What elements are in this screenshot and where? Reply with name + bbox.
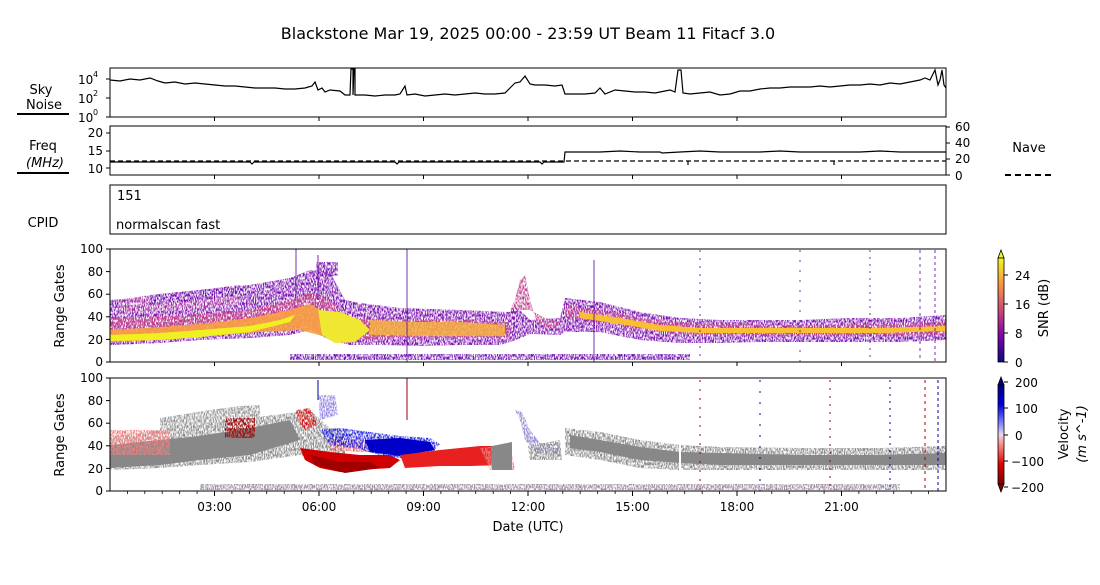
svg-text:2: 2 xyxy=(93,89,98,98)
svg-text:4: 4 xyxy=(93,70,98,79)
vel-cbar-tick: 0 xyxy=(1015,429,1023,443)
sky-noise-yticks: 10 4 10 2 10 0 xyxy=(78,70,110,125)
snr-ytick: 20 xyxy=(88,333,103,347)
vel-cbar-tick: 200 xyxy=(1015,376,1038,390)
vel-ytick: 40 xyxy=(88,439,103,453)
velocity-colorbar: 200 100 0 −100 −200 Velocity (m s^-1) xyxy=(997,375,1090,495)
vel-ytick: 60 xyxy=(88,416,103,430)
velocity-panel: Range Gates xyxy=(53,371,1090,535)
sky-noise-line xyxy=(109,68,947,97)
nave-ytick-20: 20 xyxy=(955,152,970,166)
x-tick-label: 21:00 xyxy=(824,500,859,514)
snr-cbar-tick: 16 xyxy=(1015,298,1030,312)
vel-cbar-tick: −200 xyxy=(1011,481,1044,495)
x-tick-label: 18:00 xyxy=(720,500,755,514)
nave-ytick-0: 0 xyxy=(955,169,963,183)
vel-ytick: 0 xyxy=(95,484,103,498)
velocity-heatmap xyxy=(110,378,946,491)
freq-label-2: (MHz) xyxy=(26,156,64,171)
x-tick-label: 12:00 xyxy=(511,500,546,514)
figure-title: Blackstone Mar 19, 2025 00:00 - 23:59 UT… xyxy=(281,24,775,43)
freq-ytick-10: 10 xyxy=(88,162,103,176)
cpid-panel: CPID 151 normalscan fast xyxy=(28,184,947,235)
snr-colorbar-label: SNR (dB) xyxy=(1037,279,1052,337)
x-tick-label: 06:00 xyxy=(302,500,337,514)
snr-heatmap xyxy=(110,249,946,362)
snr-cbar-tick: 8 xyxy=(1015,327,1023,341)
freq-line xyxy=(110,150,946,165)
sky-noise-label-2: Noise xyxy=(26,98,62,113)
nave-ytick-60: 60 xyxy=(955,120,970,134)
snr-ytick: 60 xyxy=(88,287,103,301)
snr-cbar-tick: 0 xyxy=(1015,356,1023,370)
x-tick-label: 09:00 xyxy=(406,500,441,514)
snr-ytick: 40 xyxy=(88,310,103,324)
x-tick-label: 15:00 xyxy=(615,500,650,514)
vel-ytick: 80 xyxy=(88,394,103,408)
sky-noise-label-1: Sky xyxy=(29,83,52,98)
vel-ytick: 20 xyxy=(88,462,103,476)
cpid-name: normalscan fast xyxy=(116,218,220,233)
svg-text:10: 10 xyxy=(78,111,93,125)
vel-cbar-tick: −100 xyxy=(1011,455,1044,469)
snr-ytick: 0 xyxy=(95,355,103,369)
svg-text:10: 10 xyxy=(78,73,93,87)
freq-panel: Freq (MHz) 20 15 10 60 40 20 0 xyxy=(17,120,1055,183)
snr-cbar-tick: 24 xyxy=(1015,269,1030,283)
x-axis-label: Date (UTC) xyxy=(492,520,563,535)
vel-ytick: 100 xyxy=(80,371,103,385)
velocity-colorbar-label-2: (m s^-1) xyxy=(1075,405,1090,463)
velocity-colorbar-label-1: Velocity xyxy=(1057,408,1072,459)
svg-text:0: 0 xyxy=(93,108,98,117)
freq-ytick-20: 20 xyxy=(88,126,103,140)
snr-ylabel: Range Gates xyxy=(53,264,68,347)
velocity-ylabel: Range Gates xyxy=(53,393,68,476)
nave-ytick-40: 40 xyxy=(955,136,970,150)
snr-colorbar: 24 16 8 0 SNR (dB) xyxy=(997,248,1052,370)
snr-ytick: 80 xyxy=(88,265,103,279)
freq-ytick-15: 15 xyxy=(88,144,103,158)
freq-label-1: Freq xyxy=(29,139,57,154)
x-tick-label: 03:00 xyxy=(197,500,232,514)
cpid-id: 151 xyxy=(117,189,142,204)
snr-ytick: 100 xyxy=(80,242,103,256)
x-tick-labels: 03:00 06:00 09:00 12:00 15:00 18:00 21:0… xyxy=(197,500,859,514)
snr-panel: Range Gates xyxy=(53,242,1052,370)
svg-text:10: 10 xyxy=(78,92,93,106)
vel-cbar-tick: 100 xyxy=(1015,402,1038,416)
nave-legend-label: Nave xyxy=(1012,141,1045,156)
sky-noise-panel: Sky Noise 10 4 10 2 10 0 xyxy=(17,67,947,125)
cpid-label: CPID xyxy=(28,216,59,231)
